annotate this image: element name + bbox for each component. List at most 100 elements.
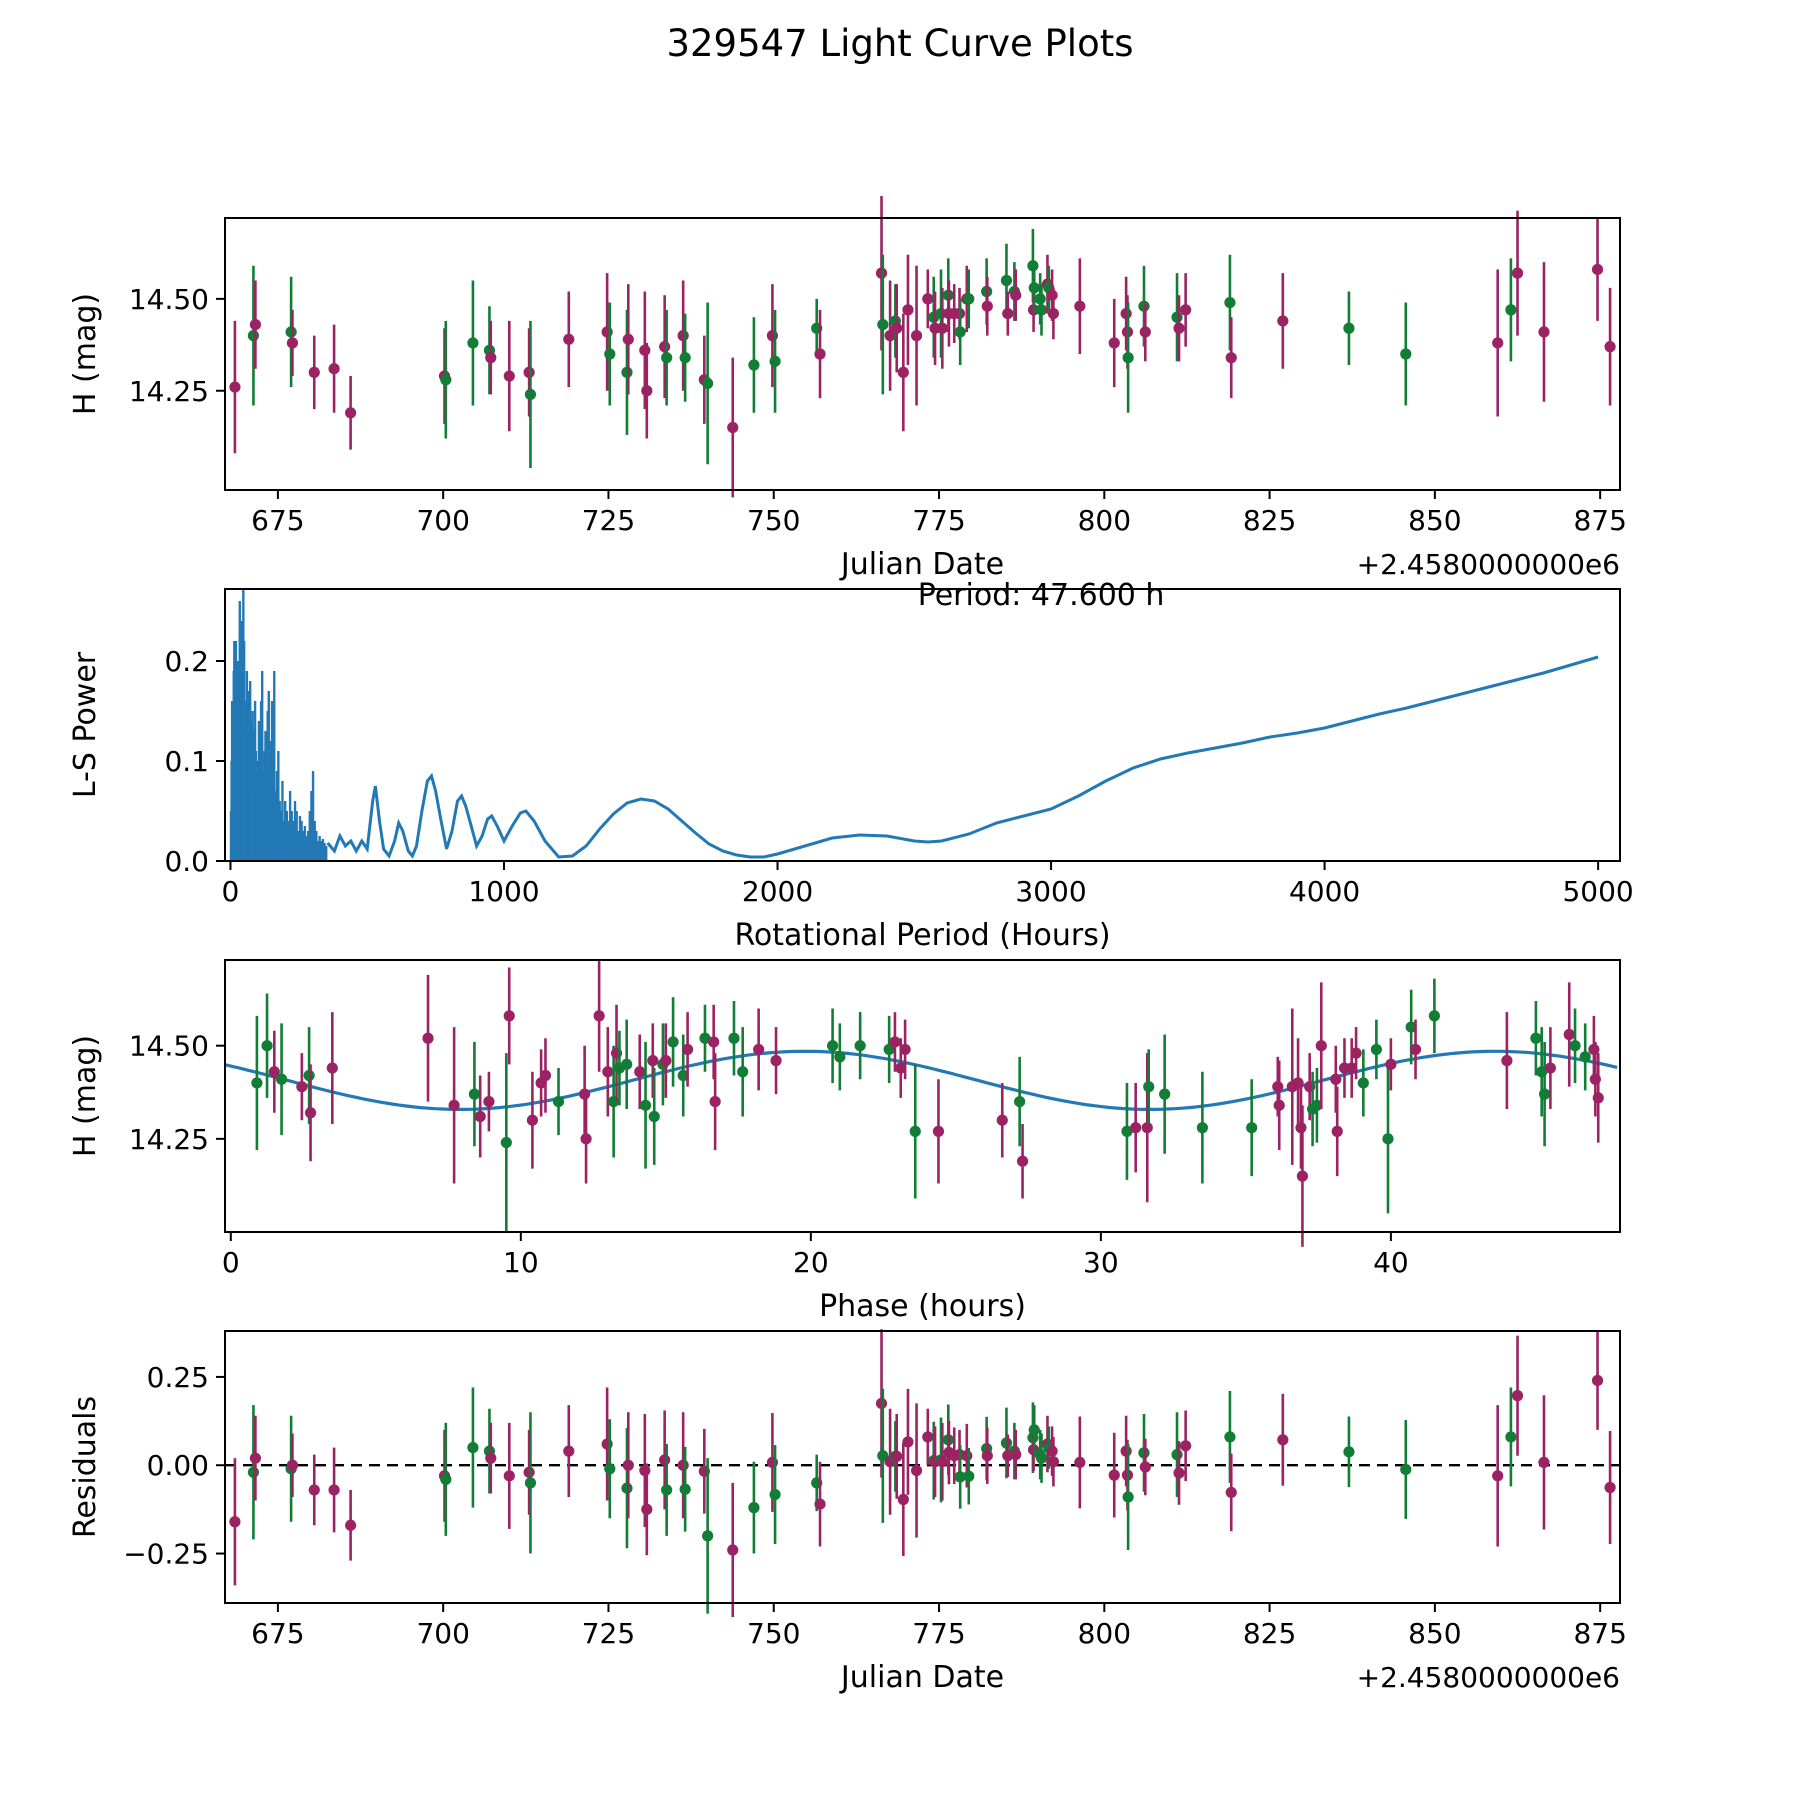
residuals-data-point (467, 1441, 479, 1454)
phase-data-point (1544, 1062, 1556, 1074)
phase-data-point (889, 1036, 901, 1048)
phase-data-point (1357, 1077, 1369, 1089)
phase-data-point (667, 1036, 679, 1048)
residuals-data-point (1277, 1434, 1289, 1446)
phase-data-point (1530, 1032, 1542, 1044)
residuals-data-point (1224, 1431, 1236, 1443)
lightcurve-data-point (485, 352, 497, 364)
residuals-data-point (523, 1466, 535, 1478)
phase-data-point (909, 1125, 921, 1137)
residuals-x-tick-label: 850 (1408, 1617, 1461, 1650)
phase-data-point (539, 1069, 552, 1082)
residuals-x-tick-label: 725 (582, 1617, 635, 1650)
residuals-data-point (1035, 1452, 1048, 1464)
lightcurve-x-tick-label: 675 (251, 504, 304, 537)
lightcurve-x-offset-text: +2.4580000000e6 (1357, 548, 1620, 581)
residuals-data-point (891, 1450, 903, 1463)
periodogram-y-tick-label: 0.1 (164, 745, 209, 778)
phase-data-point (1315, 1040, 1327, 1052)
residuals-data-point (963, 1470, 975, 1482)
residuals-xlabel: Julian Date (839, 1660, 1004, 1695)
residuals-data-point (902, 1436, 914, 1448)
residuals-data-point (1180, 1440, 1192, 1452)
lightcurve-data-point (659, 341, 671, 353)
residuals-data-point (1400, 1463, 1412, 1476)
phase-x-tick-label: 10 (503, 1246, 539, 1279)
lightcurve-data-point (897, 366, 909, 378)
residuals-data-point (1047, 1456, 1060, 1468)
residuals-data-point (1074, 1456, 1086, 1469)
phase-data-point (996, 1114, 1008, 1126)
lightcurve-data-point (1171, 311, 1183, 323)
lightcurve-x-tick-label: 800 (1078, 504, 1131, 537)
residuals-data-point (936, 1456, 948, 1468)
residuals-data-point (1173, 1467, 1185, 1479)
lightcurve-x-tick-label: 700 (416, 504, 469, 537)
periodogram-x-tick-label: 2000 (742, 875, 813, 908)
residuals-y-tick-label: −0.25 (123, 1538, 209, 1571)
phase-y-tick-label: 14.50 (129, 1030, 209, 1063)
phase-data-point (593, 1010, 605, 1022)
lightcurve-data-point (702, 377, 714, 390)
lightcurve-data-point (1505, 304, 1517, 316)
lightcurve-data-point (679, 352, 691, 364)
phase-data-point (1405, 1021, 1417, 1033)
phase-data-point (854, 1040, 866, 1052)
phase-data-point (681, 1043, 694, 1056)
periodogram-x-tick-label: 0 (222, 875, 240, 908)
lightcurve-ylabel: H (mag) (68, 293, 103, 415)
residuals-data-point (769, 1488, 781, 1501)
lightcurve-data-point (981, 300, 993, 312)
residuals-data-point (1139, 1461, 1151, 1473)
residuals-data-point (308, 1484, 320, 1496)
phase-data-point (699, 1032, 711, 1044)
phase-x-tick-label: 0 (222, 1246, 240, 1279)
lightcurve-data-point (661, 352, 673, 364)
residuals-x-offset-text: +2.4580000000e6 (1357, 1661, 1620, 1694)
lightcurve-xlabel: Julian Date (839, 547, 1004, 582)
residuals-x-tick-label: 775 (912, 1617, 965, 1650)
lightcurve-y-tick-label: 14.25 (129, 375, 209, 408)
residuals-data-point (604, 1463, 616, 1475)
lightcurve-data-point (1511, 267, 1524, 279)
panel-residuals: 675 700 725 750 775 800 825 850 875 0.25 0.00 −0.25… (68, 1329, 1627, 1695)
lightcurve-data-point (910, 330, 923, 342)
phase-data-point (1579, 1051, 1591, 1063)
phase-data-point (932, 1125, 945, 1137)
lightcurve-data-point (328, 363, 340, 375)
residuals-data-point (524, 1477, 537, 1489)
phase-data-point (1538, 1088, 1551, 1100)
phase-data-point (1014, 1095, 1026, 1108)
phase-data-point (1295, 1122, 1307, 1134)
lightcurve-data-point (621, 366, 633, 378)
phase-data-point (895, 1062, 907, 1074)
phase-x-tick-label: 40 (1373, 1246, 1409, 1279)
lightcurve-data-point (1173, 322, 1185, 334)
residuals-data-point (345, 1519, 357, 1531)
residuals-data-point (910, 1464, 923, 1477)
phase-data-point (647, 1055, 659, 1067)
phase-data-point (1330, 1073, 1342, 1085)
residuals-data-point (639, 1464, 651, 1477)
lightcurve-axes-box (224, 217, 1621, 491)
lightcurve-data-point (1591, 263, 1604, 276)
phase-data-point (1196, 1122, 1208, 1134)
lightcurve-data-point (936, 322, 948, 334)
residuals-data-point (748, 1502, 760, 1514)
phase-data-point (261, 1040, 273, 1052)
periodogram-x-tick-label: 3000 (1015, 875, 1086, 908)
residuals-data-point (485, 1452, 497, 1464)
residuals-data-point (247, 1466, 260, 1478)
residuals-data-point (1225, 1486, 1237, 1499)
residuals-data-point (1108, 1469, 1120, 1481)
lightcurve-data-point (286, 337, 299, 349)
residuals-data-point (1028, 1424, 1040, 1436)
phase-data-point (303, 1069, 315, 1082)
phase-data-point (1428, 1010, 1440, 1022)
phase-data-point (1346, 1062, 1358, 1074)
lightcurve-data-point (440, 374, 452, 386)
phase-fit-curve (224, 1049, 1618, 1111)
lightcurve-data-point (1034, 293, 1046, 305)
residuals-data-point (659, 1454, 671, 1466)
